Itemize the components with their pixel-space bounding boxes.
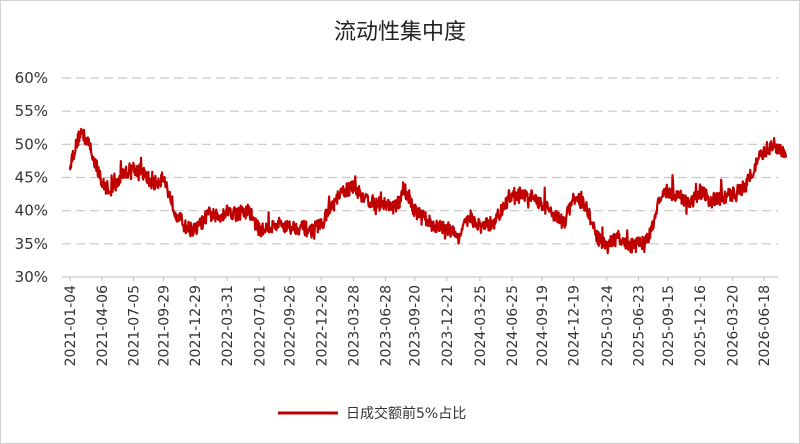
x-tick-label: 2022-09-26 <box>283 285 299 366</box>
x-tick-label: 2025-06-23 <box>632 285 648 366</box>
chart-title: 流动性集中度 <box>333 20 466 45</box>
x-tick-label: 2023-06-28 <box>378 285 394 366</box>
x-tick-label: 2026-03-20 <box>726 285 742 366</box>
y-tick-label: 50% <box>15 135 48 153</box>
x-tick-label: 2021-01-04 <box>63 285 79 366</box>
x-tick-label: 2024-03-25 <box>473 285 489 366</box>
x-tick-label: 2023-09-20 <box>408 285 424 366</box>
grid-lines <box>62 77 778 245</box>
series-line <box>68 127 788 255</box>
legend: 日成交额前5%占比 <box>278 405 466 422</box>
x-tick-label: 2022-07-01 <box>252 285 268 366</box>
y-axis-ticks: 30% 35% 40% 45% 50% 55% 60% <box>15 69 48 286</box>
x-tick-label: 2024-09-19 <box>535 285 551 366</box>
x-tick-label: 2025-12-16 <box>693 285 709 366</box>
y-tick-label: 40% <box>15 202 48 220</box>
x-tick-label: 2021-07-05 <box>126 285 142 366</box>
x-tick-label: 2021-04-06 <box>95 285 111 366</box>
x-tick-label: 2025-09-15 <box>661 285 677 366</box>
x-tick-label: 2024-12-19 <box>567 285 583 366</box>
y-tick-label: 35% <box>15 235 48 253</box>
x-tick-label: 2023-12-21 <box>440 285 456 366</box>
x-tick-label: 2021-12-29 <box>188 285 204 366</box>
y-tick-label: 55% <box>15 102 48 120</box>
x-axis-tick-labels: 2021-01-04 2021-04-06 2021-07-05 2021-09-29… <box>63 277 773 366</box>
x-tick-label: 2021-09-29 <box>156 285 172 366</box>
x-tick-label: 2023-03-28 <box>346 285 362 366</box>
x-tick-label: 2022-12-26 <box>314 285 330 366</box>
x-tick-label: 2025-03-24 <box>600 285 616 366</box>
y-tick-label: 30% <box>15 268 48 286</box>
x-tick-label: 2026-06-18 <box>757 285 773 366</box>
x-tick-label: 2022-03-31 <box>220 285 236 366</box>
legend-label: 日成交额前5%占比 <box>346 405 466 422</box>
series-group <box>68 127 788 255</box>
x-tick-label: 2024-06-25 <box>505 285 521 366</box>
y-tick-label: 45% <box>15 169 48 187</box>
y-tick-label: 60% <box>15 69 48 87</box>
